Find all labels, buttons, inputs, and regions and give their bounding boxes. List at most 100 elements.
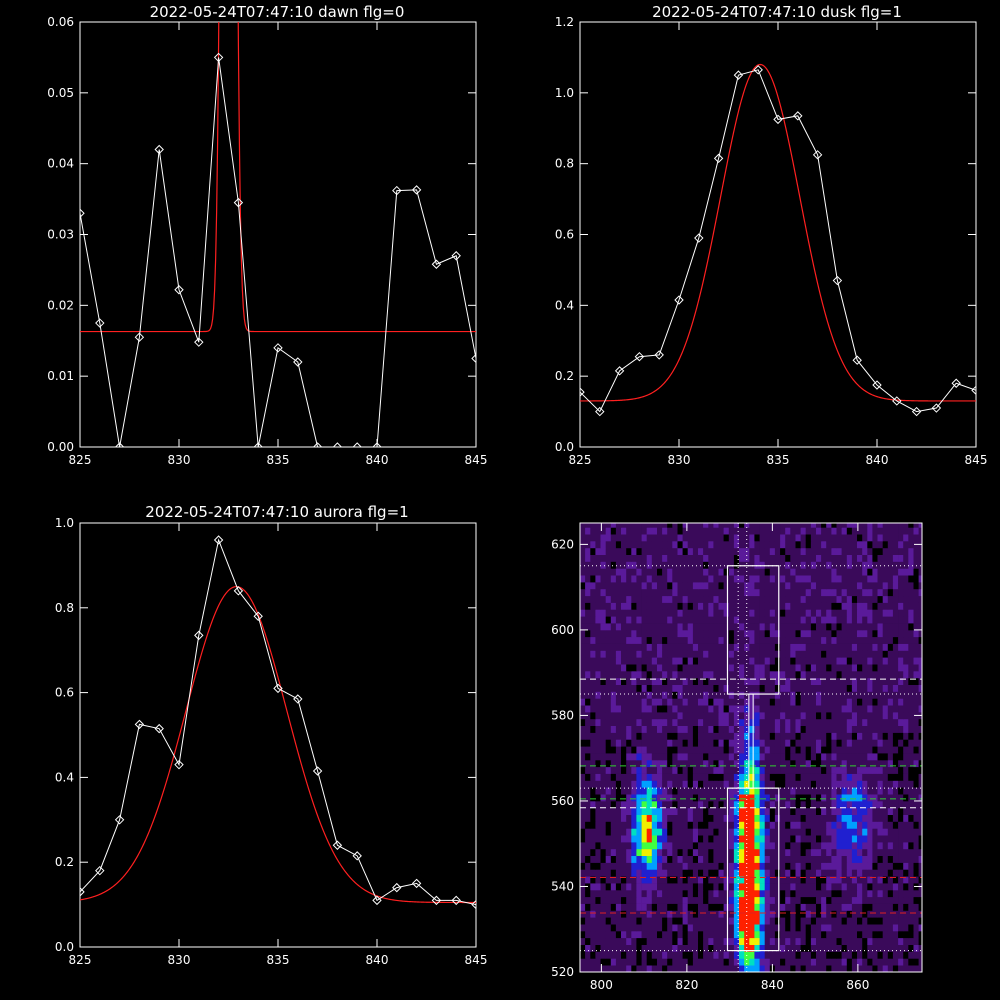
heatmap-cell <box>657 896 663 904</box>
heatmap-cell <box>846 848 853 856</box>
heatmap-cell <box>857 889 863 898</box>
heatmap-cell <box>898 896 904 904</box>
heatmap-cell <box>739 523 745 528</box>
heatmap-cell <box>626 629 632 638</box>
heatmap-cell <box>898 698 904 706</box>
heatmap-cell <box>759 759 766 768</box>
heatmap-cell <box>780 725 786 733</box>
heatmap-cell <box>718 568 724 576</box>
heatmap-cell <box>800 732 807 740</box>
heatmap-cell <box>641 712 648 720</box>
heatmap-cell <box>590 712 596 720</box>
heatmap-cell <box>877 602 883 610</box>
heatmap-cell <box>600 602 606 610</box>
heatmap-cell <box>744 650 750 658</box>
heatmap-cell <box>862 541 868 549</box>
heatmap-cell <box>918 684 923 692</box>
heatmap-cell <box>600 965 606 973</box>
heatmap-cell <box>662 746 668 754</box>
heatmap-cell <box>908 523 914 528</box>
heatmap-cell <box>703 862 709 870</box>
heatmap-cell <box>580 629 586 638</box>
heatmap-cell <box>636 602 642 610</box>
heatmap-cell <box>836 541 842 549</box>
heatmap-cell <box>698 801 704 809</box>
heatmap-cell <box>780 547 786 555</box>
heatmap-cell <box>626 965 632 973</box>
heatmap-cell <box>887 664 894 672</box>
heatmap-cell <box>713 616 719 624</box>
heatmap-cell <box>867 732 873 740</box>
heatmap-cell <box>892 903 899 911</box>
heatmap-cell <box>744 766 750 774</box>
heatmap-cell <box>918 937 923 945</box>
heatmap-cell <box>780 746 786 754</box>
heatmap-cell <box>631 862 637 870</box>
heatmap-cell <box>682 780 689 788</box>
heatmap-cell <box>692 807 699 815</box>
heatmap-cell <box>903 869 909 877</box>
heatmap-cell <box>708 965 714 973</box>
heatmap-cell <box>913 595 919 603</box>
heatmap-cell <box>805 937 812 945</box>
heatmap-cell <box>708 862 714 870</box>
heatmap-cell <box>754 848 760 856</box>
heatmap-cell <box>759 698 766 706</box>
heatmap-cell <box>672 862 678 870</box>
heatmap-cell <box>651 636 658 644</box>
heatmap-cell <box>723 965 730 973</box>
heatmap-cell <box>816 718 822 726</box>
heatmap-cell <box>682 739 689 747</box>
heatmap-cell <box>713 691 719 699</box>
dawn-y-tick-label: 0.02 <box>47 298 74 312</box>
heatmap-cell <box>610 657 617 665</box>
heatmap-cell <box>867 698 873 706</box>
heatmap-cell <box>754 650 760 658</box>
heatmap-cell <box>857 643 863 651</box>
heatmap-cell <box>836 842 842 850</box>
heatmap-cell <box>698 602 704 610</box>
heatmap-cell <box>780 855 786 863</box>
heatmap-cell <box>713 732 719 740</box>
heatmap-cell <box>851 930 858 939</box>
heatmap-cell <box>795 862 801 870</box>
heatmap-cell <box>795 924 801 932</box>
heatmap-cell <box>764 732 771 740</box>
heatmap-cell <box>759 664 766 672</box>
heatmap-cell <box>631 924 637 932</box>
heatmap-cell <box>908 930 914 939</box>
heatmap-cell <box>759 801 766 809</box>
heatmap-cell <box>872 807 878 815</box>
heatmap-cell <box>605 609 612 617</box>
heatmap-cell <box>631 623 637 631</box>
heatmap-cell <box>846 664 853 672</box>
heatmap-cell <box>857 814 863 822</box>
heatmap-cell <box>872 732 878 740</box>
heatmap-cell <box>677 671 683 679</box>
heatmap-cell <box>631 759 637 768</box>
heatmap-cell <box>867 821 873 829</box>
heatmap-cell <box>744 848 750 856</box>
heatmap-cell <box>887 609 894 617</box>
heatmap-cell <box>800 924 807 932</box>
heatmap-cell <box>862 958 868 966</box>
heatmap-cell <box>857 924 863 932</box>
heatmap-cell <box>580 814 586 822</box>
heatmap-cell <box>836 965 842 973</box>
heatmap-cell <box>877 541 883 549</box>
heatmap-cell <box>733 842 740 850</box>
heatmap-cell <box>872 759 878 768</box>
heatmap-cell <box>826 883 832 891</box>
heatmap-cell <box>790 773 796 781</box>
heatmap-cell <box>800 787 807 795</box>
heatmap-cell <box>795 725 801 733</box>
heatmap-cell <box>913 780 919 788</box>
heatmap-cell <box>610 636 617 644</box>
heatmap-cell <box>723 848 730 856</box>
heatmap-cell <box>769 602 776 610</box>
heatmap-cell <box>851 698 858 706</box>
heatmap-cell <box>795 903 801 911</box>
heatmap-cell <box>795 677 801 685</box>
heatmap-cell <box>841 547 848 555</box>
heatmap-cell <box>646 691 653 699</box>
